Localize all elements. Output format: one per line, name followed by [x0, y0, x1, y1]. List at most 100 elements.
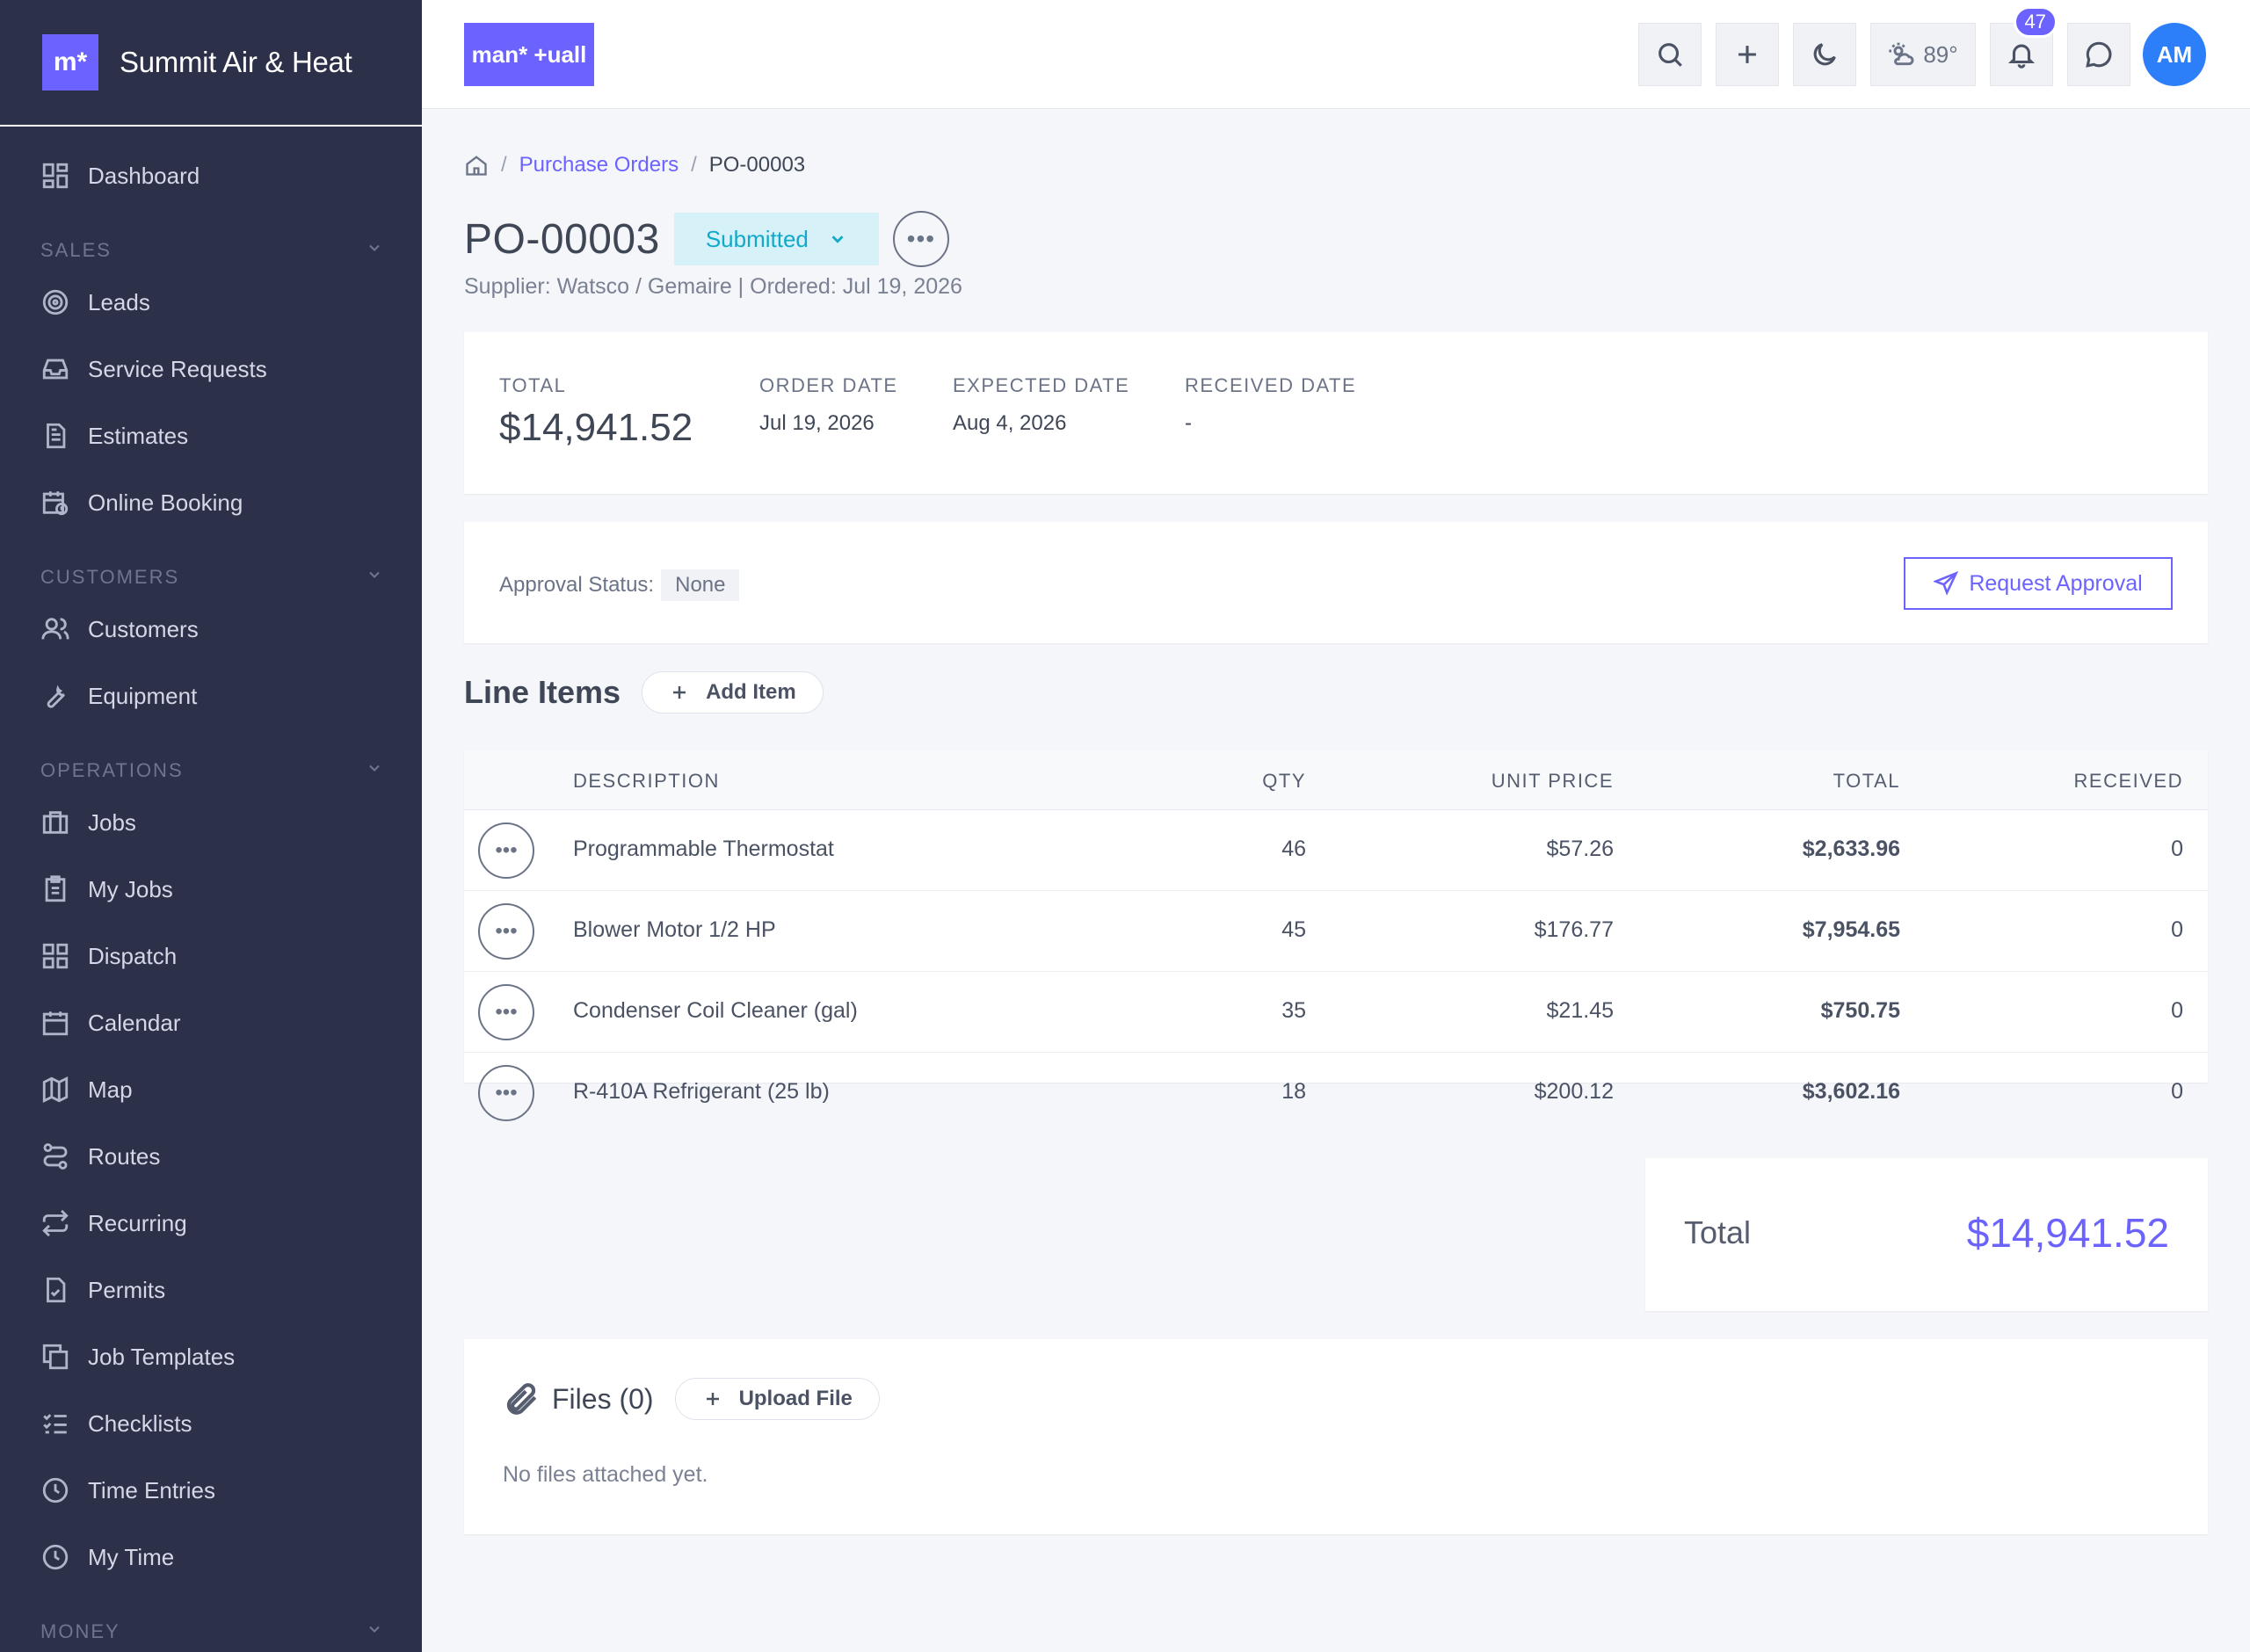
table-row[interactable]: ••• Condenser Coil Cleaner (gal) 35 $21.…	[464, 972, 2208, 1053]
weather-widget[interactable]: 89°	[1870, 23, 1976, 86]
grand-total-label: Total	[1684, 1214, 1752, 1250]
dark-mode-toggle[interactable]	[1793, 23, 1856, 86]
column-header-qty[interactable]: QTY	[1262, 770, 1306, 792]
column-header-received[interactable]: RECEIVED	[2073, 770, 2183, 792]
column-header-total[interactable]: TOTAL	[1833, 770, 1900, 792]
sidebar-item-permits[interactable]: Permits	[0, 1257, 422, 1323]
sidebar-item-recurring[interactable]: Recurring	[0, 1190, 422, 1257]
upload-file-button[interactable]: Upload File	[674, 1378, 880, 1420]
add-item-label: Add Item	[706, 680, 796, 704]
wrench-icon	[47, 685, 65, 708]
sidebar-item-checklists[interactable]: Checklists	[0, 1390, 422, 1457]
summary-card: TOTAL $14,941.52 ORDER DATE Jul 19, 2026…	[464, 332, 2208, 494]
sidebar-item-customers[interactable]: Customers	[0, 596, 422, 663]
sidebar-item-dispatch[interactable]: Dispatch	[0, 923, 422, 989]
request-approval-label: Request Approval	[1969, 570, 2143, 596]
grand-total-value: $14,941.52	[1966, 1210, 2169, 1256]
brand-name: Summit Air & Heat	[120, 46, 352, 78]
cell-received: 0	[2171, 837, 2183, 861]
more-actions-button[interactable]: •••	[892, 211, 949, 267]
messages-button[interactable]	[2067, 23, 2130, 86]
request-approval-button[interactable]: Request Approval	[1904, 557, 2173, 610]
map-icon	[42, 1076, 69, 1104]
sidebar-section-operations[interactable]: OPERATIONS	[0, 729, 422, 789]
row-actions-button[interactable]: •••	[478, 1065, 534, 1121]
checklist-icon	[43, 1414, 67, 1434]
send-icon	[1934, 571, 1959, 596]
clock-icon	[42, 1477, 69, 1503]
stat-expected-date: EXPECTED DATE Aug 4, 2026	[953, 374, 1129, 436]
sidebar-item-leads[interactable]: Leads	[0, 269, 422, 336]
cell-description: R-410A Refrigerant (25 lb)	[573, 1079, 830, 1104]
cell-total: $750.75	[1820, 998, 1900, 1023]
table-row[interactable]: ••• Programmable Thermostat 46 $57.26 $2…	[464, 810, 2208, 891]
grid-icon	[42, 943, 69, 969]
paperclip-icon	[506, 1383, 537, 1415]
table-header: DESCRIPTION QTY UNIT PRICE TOTAL RECEIVE…	[464, 750, 2208, 810]
grand-total-card: Total $14,941.52	[1645, 1158, 2208, 1311]
sidebar-item-estimates[interactable]: Estimates	[0, 402, 422, 469]
sidebar-item-calendar[interactable]: Calendar	[0, 989, 422, 1056]
files-header: Files (0) Upload File	[503, 1378, 880, 1420]
cell-unit-price: $21.45	[1546, 998, 1614, 1023]
chat-bubble-icon	[2086, 41, 2112, 68]
clock-icon	[42, 1544, 69, 1570]
line-items-title: Line Items	[464, 674, 621, 710]
column-header-description[interactable]: DESCRIPTION	[573, 770, 720, 792]
sidebar-item-my-time[interactable]: My Time	[0, 1524, 422, 1590]
sidebar-item-service-requests[interactable]: Service Requests	[0, 336, 422, 402]
clipboard-icon	[45, 875, 66, 902]
user-avatar[interactable]: AM	[2143, 23, 2206, 86]
document-icon	[47, 423, 66, 449]
chevron-down-icon	[369, 244, 380, 251]
home-icon[interactable]	[464, 153, 489, 178]
status-dropdown[interactable]: Submitted	[673, 213, 879, 265]
breadcrumb: / Purchase Orders / PO-00003	[464, 153, 805, 178]
create-button[interactable]	[1716, 23, 1779, 86]
table-row[interactable]: ••• R-410A Refrigerant (25 lb) 18 $200.1…	[464, 1053, 2208, 1134]
sidebar-item-job-templates[interactable]: Job Templates	[0, 1323, 422, 1390]
add-item-button[interactable]: Add Item	[642, 671, 824, 714]
line-items-table: DESCRIPTION QTY UNIT PRICE TOTAL RECEIVE…	[464, 750, 2208, 1121]
brand[interactable]: m* Summit Air & Heat	[0, 0, 422, 127]
cell-qty: 45	[1281, 917, 1306, 942]
copy-icon	[42, 1344, 69, 1370]
brand-logo: m*	[42, 34, 98, 91]
row-actions-button[interactable]: •••	[478, 903, 534, 960]
sidebar-item-routes[interactable]: Routes	[0, 1123, 422, 1190]
sidebar-item-label: Map	[88, 1076, 133, 1103]
sidebar-item-my-jobs[interactable]: My Jobs	[0, 856, 422, 923]
stat-label: TOTAL	[499, 374, 567, 396]
table-row[interactable]: ••• Blower Motor 1/2 HP 45 $176.77 $7,95…	[464, 891, 2208, 972]
sidebar-item-time-entries[interactable]: Time Entries	[0, 1457, 422, 1524]
sidebar-item-label: My Time	[88, 1543, 175, 1570]
row-actions-button[interactable]: •••	[478, 822, 534, 879]
stat-label: ORDER DATE	[759, 374, 898, 396]
notifications-button[interactable]: 47	[1990, 6, 2058, 86]
sidebar-item-dashboard[interactable]: Dashboard	[0, 142, 422, 209]
sidebar-item-label: Equipment	[88, 682, 198, 709]
approval-status-label: Approval Status:	[499, 573, 655, 597]
sidebar-item-jobs[interactable]: Jobs	[0, 789, 422, 856]
stat-received-date: RECEIVED DATE -	[1185, 374, 1356, 436]
column-header-unit-price[interactable]: UNIT PRICE	[1491, 770, 1614, 792]
breadcrumb-purchase-orders[interactable]: Purchase Orders	[519, 153, 679, 177]
app-logo[interactable]: man* +uall	[464, 23, 594, 86]
sidebar-item-equipment[interactable]: Equipment	[0, 663, 422, 729]
ellipsis-icon: •••	[495, 1000, 518, 1024]
line-items-header: Line Items Add Item	[464, 671, 824, 714]
breadcrumb-separator: /	[501, 153, 507, 177]
sidebar-section-money[interactable]: MONEY	[0, 1590, 422, 1650]
sidebar-section-sales[interactable]: SALES	[0, 209, 422, 269]
stat-total: TOTAL $14,941.52	[499, 374, 693, 450]
sidebar-item-map[interactable]: Map	[0, 1056, 422, 1123]
sidebar-section-customers[interactable]: CUSTOMERS	[0, 536, 422, 596]
sidebar-item-label: Routes	[88, 1142, 161, 1170]
row-actions-button[interactable]: •••	[478, 984, 534, 1040]
sidebar-item-label: Jobs	[88, 808, 136, 836]
sidebar-item-online-booking[interactable]: Online Booking	[0, 469, 422, 536]
status-label: Submitted	[705, 225, 809, 252]
cell-total: $7,954.65	[1802, 917, 1900, 942]
search-button[interactable]	[1638, 23, 1702, 86]
page-subtitle: Supplier: Watsco / Gemaire | Ordered: Ju…	[464, 274, 962, 299]
